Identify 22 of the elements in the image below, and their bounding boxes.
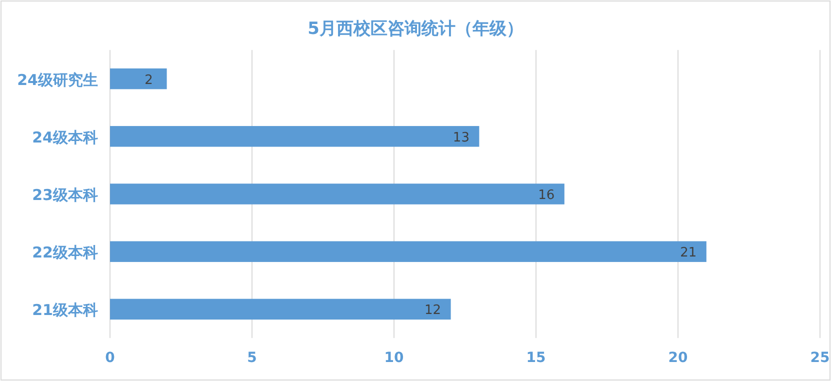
x-tick-label: 25 <box>810 350 830 366</box>
y-tick-label: 24级本科 <box>32 128 98 146</box>
data-label: 2 <box>144 72 153 88</box>
data-label: 21 <box>680 246 697 261</box>
x-tick-label: 15 <box>526 350 546 366</box>
bar <box>110 184 564 204</box>
data-label: 13 <box>452 130 470 146</box>
data-label: 16 <box>538 188 555 203</box>
x-tick-label: 20 <box>668 350 688 366</box>
bar <box>110 68 167 90</box>
data-label: 12 <box>424 303 442 318</box>
y-tick-label: 21级本科 <box>32 301 98 320</box>
bar <box>110 241 706 262</box>
bar <box>110 126 480 147</box>
x-tick-label: 5 <box>247 350 257 366</box>
chart-title: 5月西校区咨询统计（年级） <box>308 19 524 39</box>
x-tick-label: 0 <box>105 350 116 366</box>
y-tick-label: 24级研究生 <box>17 70 98 89</box>
x-tick-label: 10 <box>384 350 404 366</box>
y-tick-label: 23级本科 <box>32 186 98 204</box>
bar <box>110 298 451 320</box>
y-tick-label: 22级本科 <box>32 244 98 262</box>
